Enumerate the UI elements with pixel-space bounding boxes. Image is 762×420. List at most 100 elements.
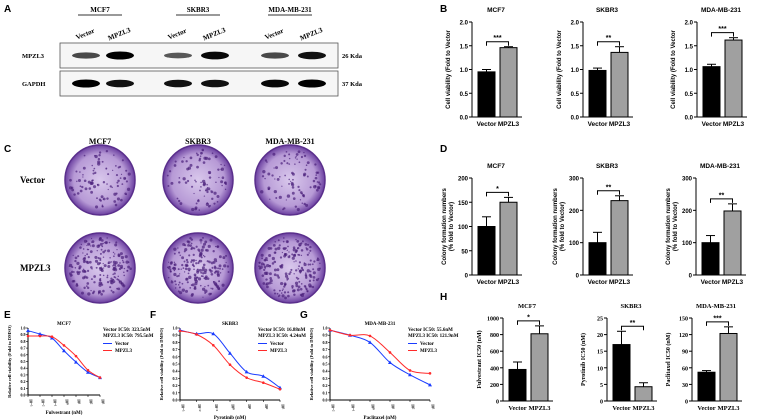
colony-dot (300, 155, 304, 159)
colony-dot (96, 183, 99, 186)
colony-dot (274, 241, 277, 243)
y-tick-label: 1.0 (323, 326, 328, 331)
colony-dot (185, 277, 189, 281)
colony-dot (303, 154, 307, 158)
colony-dot (169, 268, 172, 271)
colony-dot (263, 265, 267, 269)
colony-dot (203, 195, 206, 197)
colony-dot (83, 179, 87, 183)
colony-dot (204, 189, 207, 192)
colony-dot (94, 205, 99, 209)
colony-dot (294, 157, 297, 159)
colony-dot (106, 197, 109, 200)
chart-title: MDA-MB-231 (700, 163, 740, 170)
y-tick-label: 1.5 (685, 44, 694, 50)
colony-dot (68, 265, 70, 267)
colony-dot (105, 149, 109, 153)
colony-dot (279, 256, 283, 259)
legend-label: MPZL3 (270, 349, 287, 354)
colony-dot (173, 263, 176, 266)
colony-dot (84, 260, 86, 262)
colony-dot (203, 156, 207, 160)
colony-dot (83, 268, 85, 270)
y-tick-label: 0 (600, 400, 603, 406)
colony-dot (305, 203, 309, 207)
colony-dot (304, 168, 307, 171)
colony-dot (201, 245, 205, 249)
colony-dot (312, 276, 316, 279)
colony-dot (71, 280, 75, 283)
colony-dot (183, 260, 186, 263)
colony-dot (301, 268, 304, 271)
colony-dot (299, 287, 303, 291)
colony-dot (87, 292, 91, 296)
colony-dot (192, 253, 195, 257)
colony-dot (311, 285, 315, 289)
colony-dot (88, 260, 92, 264)
colony-dot (286, 277, 289, 280)
data-point-vector (211, 331, 216, 336)
colony-dot (202, 272, 205, 275)
data-point-mpzl3 (262, 381, 265, 385)
colony-dot (181, 256, 185, 260)
chart-title: MCF7 (487, 7, 505, 14)
colony-dot (295, 269, 298, 272)
colony-dot (204, 240, 208, 244)
colony-dot (183, 250, 186, 253)
colony-dot (94, 171, 97, 174)
colony-dot (303, 262, 307, 267)
colony-dot (216, 245, 220, 249)
colony-dot (86, 286, 90, 290)
colony-dot (73, 193, 76, 196)
colony-dot (189, 163, 193, 167)
x-tick-label: 10⁰ (231, 404, 236, 410)
colony-dot (102, 289, 105, 293)
colony-dot (208, 172, 211, 175)
colony-dot (113, 255, 115, 258)
colony-dot (297, 150, 301, 154)
colony-dot (274, 247, 278, 251)
colony-dot (115, 174, 119, 177)
colony-dot (109, 185, 112, 188)
colony-dot (292, 248, 296, 252)
colony-dot (278, 244, 281, 247)
colony-dot (303, 195, 305, 198)
colony-dot (297, 278, 299, 280)
bar-mpzl3 (499, 201, 518, 276)
colony-dot (273, 251, 277, 255)
legend-label: Vector (270, 342, 285, 347)
colony-dot (227, 271, 230, 273)
colony-dot (121, 159, 124, 162)
blot-row-label: MPZL3 (22, 53, 45, 60)
colony-dot (204, 249, 208, 252)
colony-dot (84, 255, 86, 257)
colony-dot (264, 177, 266, 180)
colony-dot (71, 188, 75, 192)
colony-dot (124, 255, 128, 259)
colony-dot (218, 176, 220, 179)
x-tick-label: 10³ (101, 399, 106, 405)
bar-vector (702, 66, 721, 118)
colony-dot (221, 283, 225, 287)
colony-dot (288, 163, 291, 165)
colony-dot (314, 185, 317, 188)
colony-dot (206, 183, 208, 186)
bar-vector (701, 242, 720, 276)
colony-dot (276, 268, 280, 272)
colony-dot (203, 268, 208, 272)
colony-dot (183, 156, 185, 159)
bar-mpzl3 (610, 51, 629, 118)
y-tick-label: 0.9 (323, 333, 328, 338)
data-point-mpzl3 (278, 387, 282, 391)
colony-dot (211, 287, 214, 290)
data-point-mpzl3 (212, 343, 215, 347)
colony-dot (307, 263, 310, 266)
colony-dot (288, 153, 291, 156)
x-category-label: MPZL3 (528, 405, 551, 412)
colony-dot (91, 179, 94, 182)
colony-dot (282, 240, 285, 243)
colony-dot (174, 287, 177, 289)
colony-dot (81, 185, 84, 189)
colony-dot (68, 186, 73, 190)
y-tick-label: 0.0 (685, 116, 694, 122)
